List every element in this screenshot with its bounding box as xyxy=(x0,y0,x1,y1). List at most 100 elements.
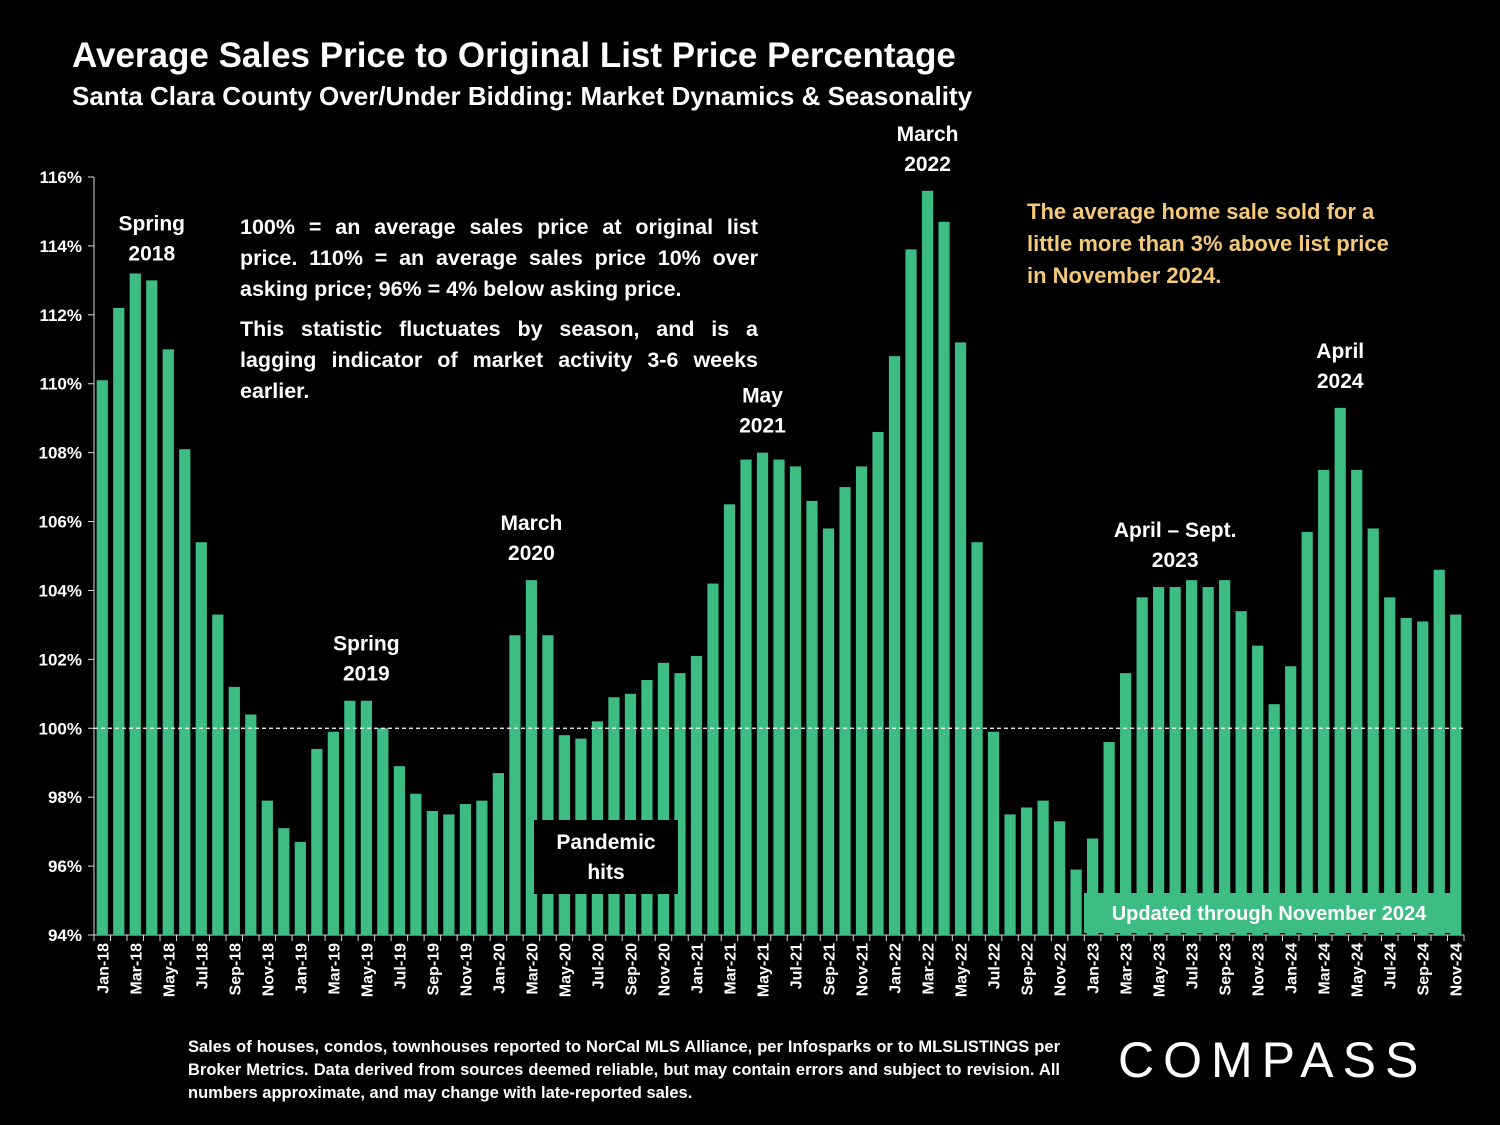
bar xyxy=(1301,531,1313,935)
x-tick-label: Nov-22 xyxy=(1053,943,1070,996)
x-tick-label: Nov-19 xyxy=(458,943,475,996)
bar xyxy=(294,841,306,935)
definition-text: 100% = an average sales price at origina… xyxy=(240,215,758,301)
y-tick-label: 102% xyxy=(39,650,82,669)
y-tick-label: 112% xyxy=(39,306,82,325)
explanation-note: 100% = an average sales price at origina… xyxy=(240,212,758,416)
chart-subtitle: Santa Clara County Over/Under Bidding: M… xyxy=(72,81,973,111)
pandemic-label: hits xyxy=(587,861,624,884)
bar xyxy=(1037,800,1049,935)
bar xyxy=(822,528,835,935)
chart-title: Average Sales Price to Original List Pri… xyxy=(72,36,956,75)
bar xyxy=(129,273,141,935)
x-tick-label: Nov-20 xyxy=(656,943,673,996)
pandemic-label-box xyxy=(534,820,678,894)
y-tick-label: 110% xyxy=(39,375,82,394)
x-tick-label: Jan-22 xyxy=(888,943,905,994)
y-tick-label: 108% xyxy=(39,444,82,463)
bar xyxy=(1219,580,1231,935)
x-tick-label: Mar-20 xyxy=(524,943,541,995)
bar xyxy=(855,466,868,935)
bar xyxy=(311,748,323,935)
bar xyxy=(1186,580,1198,935)
x-tick-label: Sep-24 xyxy=(1416,943,1433,996)
bar xyxy=(162,349,174,936)
bar xyxy=(492,773,505,935)
x-tick-label: Mar-22 xyxy=(921,943,938,995)
bar xyxy=(344,700,356,935)
bar xyxy=(1004,814,1016,935)
bar xyxy=(1417,621,1429,935)
annotation-label: March xyxy=(897,123,959,146)
bar xyxy=(1136,597,1148,935)
x-tick-label: Sep-18 xyxy=(227,943,244,996)
x-tick-label: May-19 xyxy=(359,943,376,997)
bar xyxy=(1400,618,1412,935)
bar xyxy=(1351,469,1363,935)
bar xyxy=(773,459,785,935)
annotation-label: Spring xyxy=(333,633,400,656)
x-tick-label: Jul-20 xyxy=(590,943,607,989)
x-tick-label: Nov-24 xyxy=(1449,943,1466,996)
bar xyxy=(954,342,967,935)
bar xyxy=(674,673,686,935)
bar xyxy=(179,449,191,935)
x-tick-label: Jul-18 xyxy=(194,943,211,989)
x-tick-label: Sep-19 xyxy=(425,943,442,996)
x-tick-label: Sep-23 xyxy=(1218,943,1235,996)
x-tick-label: Jan-20 xyxy=(491,943,508,994)
bar xyxy=(459,804,471,935)
bar xyxy=(525,580,538,935)
x-tick-label: Jul-22 xyxy=(987,943,1004,989)
bar xyxy=(624,693,637,935)
bar xyxy=(723,504,736,935)
y-tick-label: 114% xyxy=(39,237,82,256)
x-tick-label: May-21 xyxy=(755,943,772,997)
annotation-label: 2020 xyxy=(508,542,555,565)
bar xyxy=(393,766,405,935)
annotation-label: April xyxy=(1316,340,1364,363)
bar xyxy=(921,190,934,936)
x-tick-label: Jan-18 xyxy=(95,943,112,994)
bar xyxy=(1053,821,1066,935)
bar xyxy=(971,542,983,935)
bar xyxy=(740,459,752,935)
annotation-label: Spring xyxy=(119,212,186,235)
x-tick-label: Sep-20 xyxy=(623,943,640,996)
annotation-label: 2022 xyxy=(904,153,951,176)
bar xyxy=(608,697,620,935)
annotation-label: 2018 xyxy=(128,242,175,265)
bar xyxy=(1120,673,1132,935)
bar xyxy=(1103,742,1115,935)
compass-logo: COMPASS xyxy=(1118,1032,1428,1088)
annotation-label: May xyxy=(742,385,783,408)
x-tick-label: Mar-24 xyxy=(1317,943,1334,995)
x-tick-label: Jan-21 xyxy=(689,943,706,994)
y-tick-label: 116% xyxy=(39,168,82,187)
x-tick-label: Jan-24 xyxy=(1284,943,1301,994)
y-tick-label: 100% xyxy=(39,719,82,738)
bar xyxy=(261,800,273,935)
x-tick-label: Sep-22 xyxy=(1020,943,1037,996)
x-tick-label: Jan-19 xyxy=(293,943,310,994)
y-tick-label: 98% xyxy=(48,788,82,807)
bar xyxy=(1087,838,1099,935)
x-tick-label: Jul-19 xyxy=(392,943,409,989)
annotation-label: 2023 xyxy=(1152,549,1199,572)
y-tick-label: 96% xyxy=(48,857,82,876)
bar xyxy=(1318,469,1330,935)
bar xyxy=(1202,587,1214,935)
bar xyxy=(1334,407,1346,935)
bar xyxy=(872,431,884,935)
bar xyxy=(905,249,917,935)
bar xyxy=(1367,528,1379,935)
x-tick-label: Nov-21 xyxy=(855,943,872,996)
x-tick-label: May-20 xyxy=(557,943,574,997)
bar xyxy=(690,655,703,935)
bar xyxy=(426,810,438,935)
bar xyxy=(443,814,455,935)
bar xyxy=(1169,587,1181,935)
bar xyxy=(212,614,224,935)
bar xyxy=(707,583,719,935)
x-tick-label: May-18 xyxy=(161,943,178,997)
